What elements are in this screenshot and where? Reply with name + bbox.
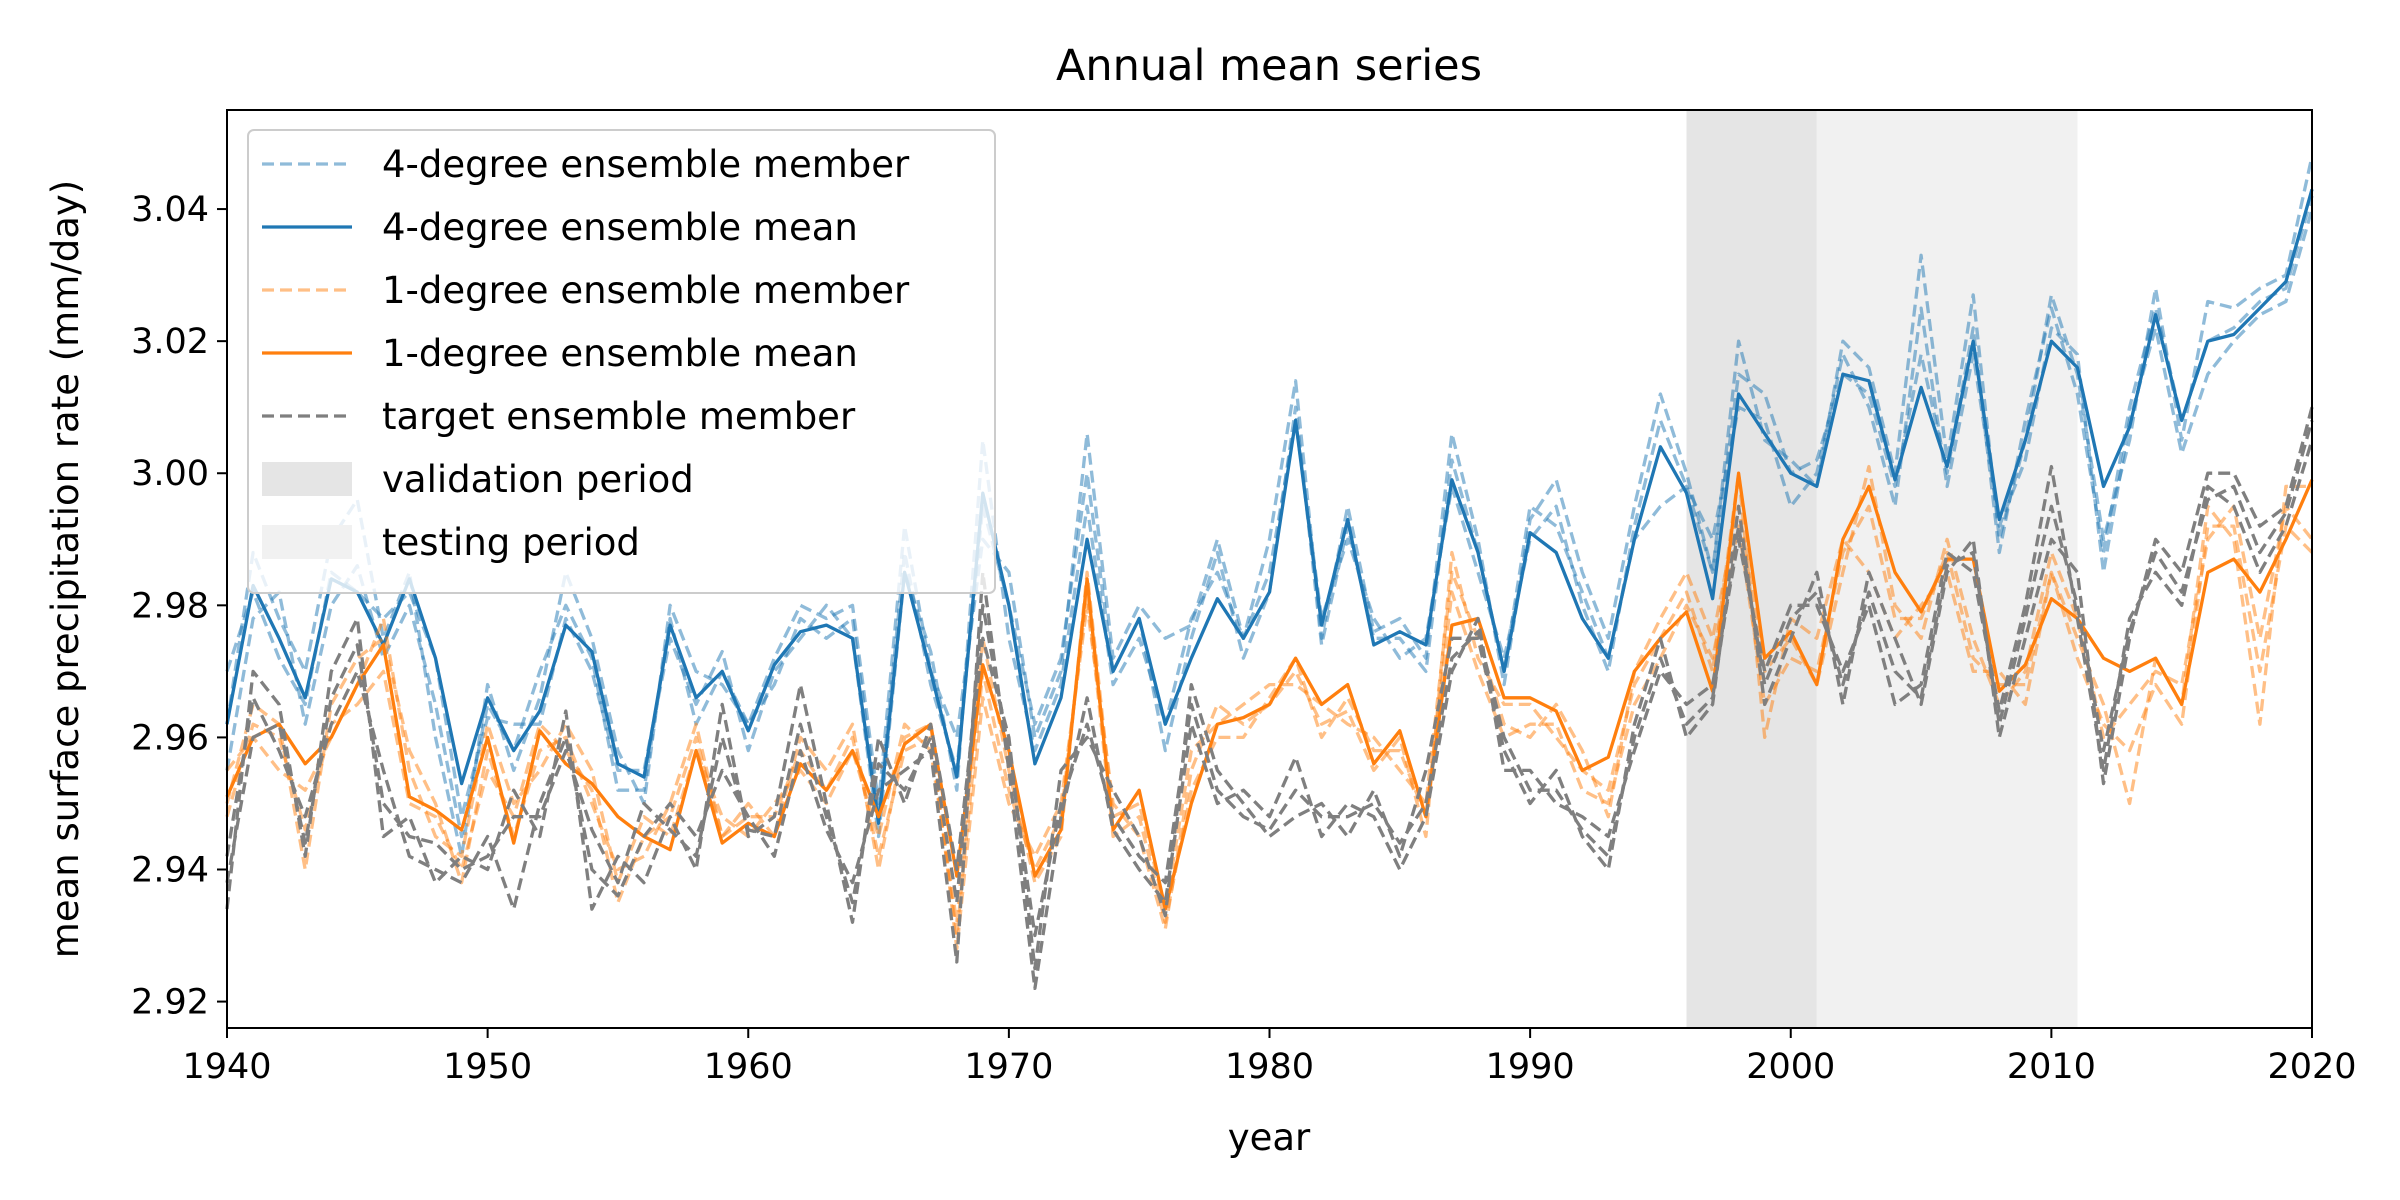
legend-label-target-ensemble-member: target ensemble member	[382, 395, 856, 438]
x-tick-label: 1950	[443, 1047, 532, 1087]
4-degree-ensemble-member-line-0	[225, 155, 2314, 858]
x-tick-label: 1940	[182, 1047, 271, 1087]
1-degree-ensemble-member-line-6	[225, 504, 2314, 938]
legend-label-validation-period: validation period	[382, 458, 694, 501]
x-tick-label: 1980	[1225, 1047, 1314, 1087]
x-tick-label: 2010	[2007, 1047, 2096, 1087]
y-tick-label: 2.92	[131, 983, 209, 1023]
x-axis-title: year	[1228, 1116, 1311, 1159]
legend-label-testing-period: testing period	[382, 521, 640, 564]
legend-label-4-degree-ensemble-mean: 4-degree ensemble mean	[382, 206, 858, 249]
x-tick-label: 2020	[2267, 1047, 2356, 1087]
y-axis-ticks: 2.92 2.94 2.96 2.98 3.00 3.02 3.04	[131, 190, 227, 1023]
y-tick-label: 3.04	[131, 190, 209, 230]
x-tick-label: 1970	[964, 1047, 1053, 1087]
legend-label-1-degree-ensemble-member: 1-degree ensemble member	[382, 269, 910, 312]
chart-title: Annual mean series	[1056, 41, 1482, 91]
legend: 4-degree ensemble member 4-degree ensembl…	[247, 129, 996, 594]
y-tick-label: 2.96	[131, 718, 209, 758]
y-tick-label: 2.98	[131, 586, 209, 626]
x-tick-label: 1960	[704, 1047, 793, 1087]
legend-swatch-validation-period	[262, 462, 352, 496]
x-tick-label: 1990	[1486, 1047, 1575, 1087]
series-lines	[225, 155, 2314, 991]
y-axis-title: mean surface precipitation rate (mm/day)	[44, 180, 87, 958]
legend-label-4-degree-ensemble-member: 4-degree ensemble member	[382, 143, 910, 186]
legend-box	[247, 129, 996, 594]
1-degree-ensemble-member-line-5	[225, 464, 2314, 924]
x-tick-label: 2000	[1746, 1047, 1835, 1087]
target-ensemble-member-line-10	[225, 419, 2314, 938]
y-tick-label: 3.00	[131, 454, 209, 494]
y-tick-label: 2.94	[131, 850, 209, 890]
x-axis-ticks: 1940 1950 1960 1970 1980 1990 2000 2010 2020	[182, 1028, 2357, 1087]
4-degree-ensemble-mean-line-3	[225, 188, 2314, 825]
target-ensemble-member-line-8	[225, 406, 2314, 971]
legend-swatch-testing-period	[262, 525, 352, 559]
y-tick-label: 3.02	[131, 322, 209, 362]
legend-label-1-degree-ensemble-mean: 1-degree ensemble mean	[382, 332, 858, 375]
